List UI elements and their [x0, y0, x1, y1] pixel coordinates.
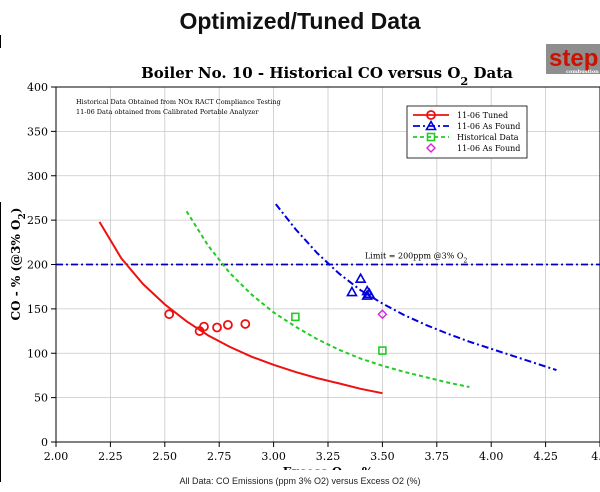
chart-note: Historical Data Obtained from NOx RACT C…: [76, 98, 281, 106]
chart-title: Boiler No. 10 - Historical CO versus O2 …: [141, 64, 513, 88]
legend-label: 11-06 Tuned: [457, 111, 508, 120]
x-tick-label: 3.25: [316, 450, 341, 463]
legend-box: [406, 105, 528, 159]
left-border-top: [0, 35, 1, 48]
footer-caption: All Data: CO Emissions (ppm 3% O2) versu…: [179, 476, 421, 486]
x-tick-label: 2.25: [98, 450, 123, 463]
y-tick-label: 100: [27, 347, 48, 360]
x-tick-label: 4.00: [479, 450, 504, 463]
y-tick-label: 200: [27, 259, 48, 272]
left-border-bottom: [0, 202, 1, 482]
legend: 11-06 Tuned 11-06 As Found Historical Data…: [406, 105, 528, 159]
y-tick-label: 150: [27, 303, 48, 316]
x-tick-label: 3.00: [261, 450, 286, 463]
y-tick-label: 300: [27, 170, 48, 183]
y-axis-label: CO - % (@3% O2): [9, 208, 28, 321]
legend-label: Historical Data: [457, 133, 519, 142]
y-tick-label: 0: [41, 436, 48, 449]
data-point: [377, 309, 388, 320]
data-point: [346, 285, 358, 297]
legend-label: 11-06 As Found: [457, 144, 520, 153]
x-axis-label: Excess O2 - %: [283, 465, 374, 470]
y-tick-label: 50: [34, 392, 48, 405]
step-logo: step combustion: [546, 44, 600, 74]
notes: Historical Data Obtained from NOx RACT C…: [76, 98, 281, 116]
logo-subtext: combustion: [566, 69, 599, 74]
data-point: [212, 322, 222, 333]
x-tick-label: 2.00: [44, 450, 69, 463]
y-tick-label: 400: [27, 81, 48, 94]
x-tick-label: 4.5: [591, 450, 600, 463]
data-point: [361, 289, 374, 300]
fit-curve: [275, 203, 557, 372]
fit-curves: [98, 203, 557, 395]
legend-marker: [426, 143, 436, 153]
x-tick-label: 3.75: [425, 450, 450, 463]
y-tick-label: 250: [27, 214, 48, 227]
data-point: [199, 321, 209, 332]
legend-marker: [425, 119, 437, 131]
data-point: [378, 346, 387, 355]
x-tick-label: 2.75: [207, 450, 232, 463]
x-tick-label: 4.25: [533, 450, 558, 463]
data-point: [164, 309, 175, 320]
chart-note: 11-06 Data obtained from Calibrated Port…: [76, 108, 259, 116]
data-point: [291, 312, 300, 322]
legend-label: 11-06 As Found: [457, 122, 520, 131]
data-point: [223, 319, 233, 330]
fit-curve: [185, 210, 470, 388]
data-point: [354, 272, 367, 284]
co-vs-o2-chart: Boiler No. 10 - Historical CO versus O2 …: [9, 64, 600, 470]
slide-title: Optimized/Tuned Data: [179, 8, 421, 34]
data-point: [240, 319, 251, 329]
limit-line-label: Limit = 200ppm @3% O2: [365, 252, 467, 265]
x-tick-label: 2.50: [153, 450, 178, 463]
data-point: [363, 287, 376, 299]
logo-text: step: [549, 45, 598, 72]
legend-marker: [426, 110, 436, 120]
y-tick-label: 350: [27, 125, 48, 138]
data-markers: [164, 272, 388, 355]
x-tick-label: 3.50: [370, 450, 395, 463]
axis-ticks: 2.00 2.25 2.50 2.75 3.00 3.25 3.50 3.75 4.00 4.25…: [27, 81, 600, 463]
legend-marker: [426, 132, 436, 142]
fit-curve: [98, 221, 383, 395]
